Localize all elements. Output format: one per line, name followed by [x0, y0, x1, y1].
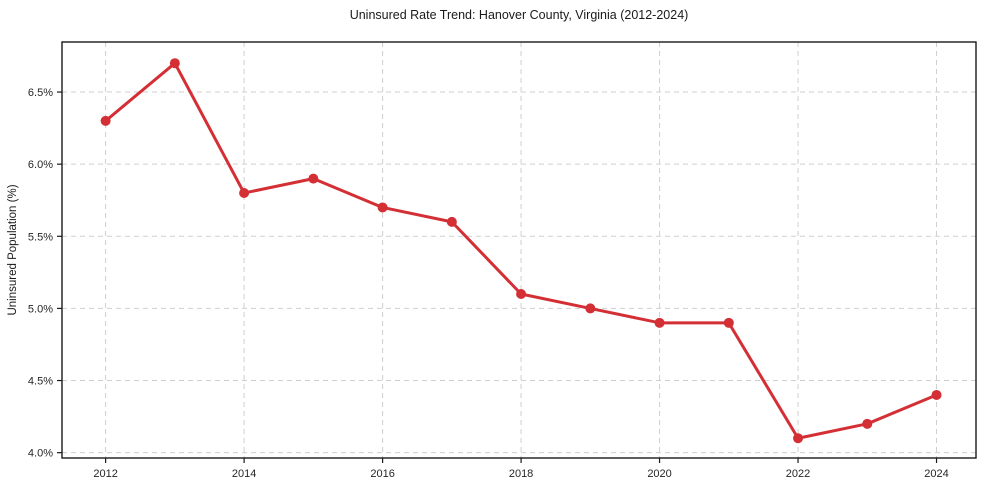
y-tick-label: 6.5%	[28, 87, 53, 99]
data-point	[723, 317, 734, 328]
y-tick-label: 4.5%	[28, 376, 53, 388]
data-point	[169, 58, 180, 69]
y-tick-label: 4.0%	[28, 448, 53, 460]
data-point	[308, 173, 319, 184]
data-point	[654, 317, 665, 328]
data-point	[862, 418, 873, 429]
data-point	[377, 202, 388, 213]
x-tick-label: 2012	[93, 468, 117, 480]
data-point	[793, 433, 804, 444]
y-tick-label: 6.0%	[28, 159, 53, 171]
data-point	[516, 288, 527, 299]
x-tick-label: 2014	[232, 468, 256, 480]
plot-border	[61, 41, 977, 459]
x-tick-label: 2016	[370, 468, 394, 480]
chart-title: Uninsured Rate Trend: Hanover County, Vi…	[349, 8, 689, 22]
data-point	[585, 303, 596, 314]
data-point	[239, 188, 250, 199]
x-tick-label: 2018	[509, 468, 533, 480]
y-tick-label: 5.0%	[28, 303, 53, 315]
x-tick-label: 2022	[786, 468, 810, 480]
data-point	[100, 115, 111, 126]
data-point	[931, 389, 942, 400]
x-tick-label: 2020	[647, 468, 671, 480]
data-point	[446, 216, 457, 227]
y-tick-label: 5.5%	[28, 231, 53, 243]
x-tick-label: 2024	[924, 468, 948, 480]
